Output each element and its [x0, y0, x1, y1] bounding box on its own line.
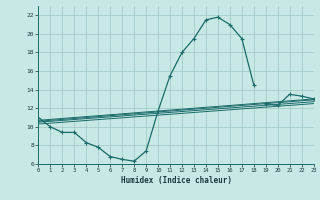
X-axis label: Humidex (Indice chaleur): Humidex (Indice chaleur)	[121, 176, 231, 185]
